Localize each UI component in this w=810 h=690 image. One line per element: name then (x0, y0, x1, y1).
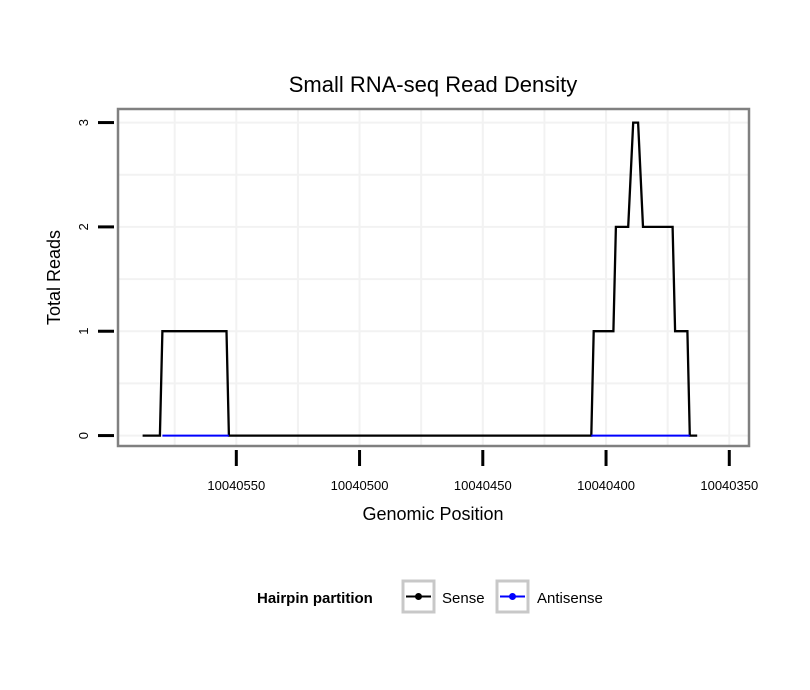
legend-title: Hairpin partition (257, 590, 373, 607)
series-line-sense (142, 121, 698, 437)
legend-label: Antisense (537, 590, 603, 607)
y-tick-label: 2 (76, 223, 91, 230)
y-tick-label: 3 (76, 119, 91, 126)
x-tick-label: 10040450 (454, 478, 512, 493)
x-tick-label: 10040350 (700, 478, 758, 493)
legend-label: Sense (442, 590, 485, 607)
x-axis-label: Genomic Position (362, 504, 503, 524)
y-axis-label: Total Reads (44, 230, 64, 325)
legend-item-sense: Sense (401, 579, 485, 614)
y-tick-label: 0 (76, 432, 91, 439)
legend-key-point (509, 593, 516, 600)
legend-key-point (415, 593, 422, 600)
x-tick-label: 10040400 (577, 478, 635, 493)
x-axis: 10040550 10040500 10040450 10040400 10040350 (207, 450, 758, 493)
y-tick-label: 1 (76, 328, 91, 335)
chart-title: Small RNA-seq Read Density (289, 72, 578, 97)
series-layer (142, 121, 698, 437)
plot-panel (118, 109, 749, 446)
y-axis: 0 1 2 3 (76, 119, 114, 439)
series-sense (142, 121, 698, 437)
plot-border (116, 107, 751, 448)
x-tick-label: 10040550 (207, 478, 265, 493)
x-tick-label: 10040500 (331, 478, 389, 493)
legend-item-antisense: Antisense (495, 579, 603, 614)
legend: Hairpin partition Sense Antisense (257, 579, 603, 614)
